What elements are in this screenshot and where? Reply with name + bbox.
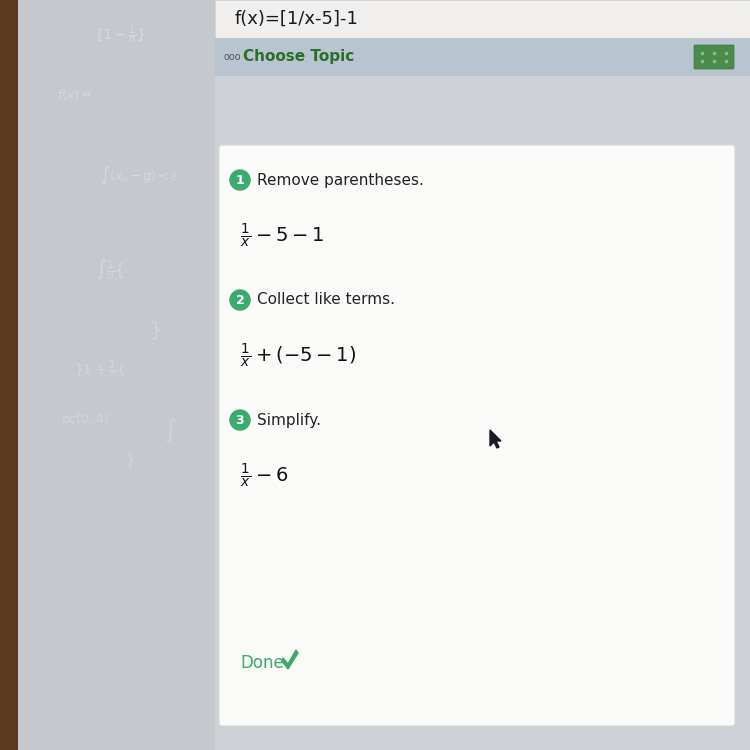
Text: Simplify.: Simplify. <box>257 413 321 428</box>
Text: $\}$: $\}$ <box>149 319 161 341</box>
Circle shape <box>230 290 250 310</box>
Text: $\Lambda$: $\Lambda$ <box>484 123 496 137</box>
Text: $\int(x_n - g) < \varepsilon$: $\int(x_n - g) < \varepsilon$ <box>100 164 179 186</box>
Polygon shape <box>490 430 501 448</box>
Text: $\Lambda$: $\Lambda$ <box>624 117 636 133</box>
Text: 3: 3 <box>236 413 244 427</box>
Text: Remove parentheses.: Remove parentheses. <box>257 172 424 188</box>
Text: $\}$: $\}$ <box>124 450 136 470</box>
Text: Collect like terms.: Collect like terms. <box>257 292 395 308</box>
Text: ooo: ooo <box>223 52 241 62</box>
Text: $\} 1+\frac{1}{n}\{$: $\} 1+\frac{1}{n}\{$ <box>74 358 126 382</box>
Text: $\Lambda\Lambda$: $\Lambda\Lambda$ <box>541 104 560 116</box>
FancyBboxPatch shape <box>0 0 215 750</box>
Text: $\frac{1}{x} - 5 - 1$: $\frac{1}{x} - 5 - 1$ <box>240 221 325 249</box>
Text: $\int \frac{1}{n}\{$: $\int \frac{1}{n}\{$ <box>95 258 124 282</box>
Text: Done: Done <box>240 654 284 672</box>
Circle shape <box>230 170 250 190</box>
Text: $pc(0,4)$: $pc(0,4)$ <box>61 412 109 428</box>
FancyBboxPatch shape <box>694 45 734 69</box>
Polygon shape <box>282 650 298 669</box>
Text: $\frac{1}{x} + (-5 - 1)$: $\frac{1}{x} + (-5 - 1)$ <box>240 341 356 369</box>
Text: 2: 2 <box>236 293 244 307</box>
Text: $\frac{1}{x} - 6$: $\frac{1}{x} - 6$ <box>240 461 289 489</box>
Circle shape <box>230 410 250 430</box>
Text: $\int qe^{i\omega}\mu_{x\in X}$: $\int qe^{i\omega}\mu_{x\in X}$ <box>316 84 384 106</box>
Text: $f(x) \Leftrightarrow$: $f(x) \Leftrightarrow$ <box>57 88 93 103</box>
FancyBboxPatch shape <box>215 38 750 76</box>
Text: $\int$: $\int$ <box>163 416 177 444</box>
Text: 1: 1 <box>236 173 244 187</box>
FancyBboxPatch shape <box>215 0 750 750</box>
FancyBboxPatch shape <box>215 0 750 38</box>
FancyBboxPatch shape <box>0 0 18 750</box>
Text: f(x)=[1/x-5]-1: f(x)=[1/x-5]-1 <box>235 10 358 28</box>
Text: $\{1-\frac{1}{n}\}$: $\{1-\frac{1}{n}\}$ <box>94 23 146 46</box>
Text: Choose Topic: Choose Topic <box>243 50 354 64</box>
FancyBboxPatch shape <box>219 145 735 726</box>
